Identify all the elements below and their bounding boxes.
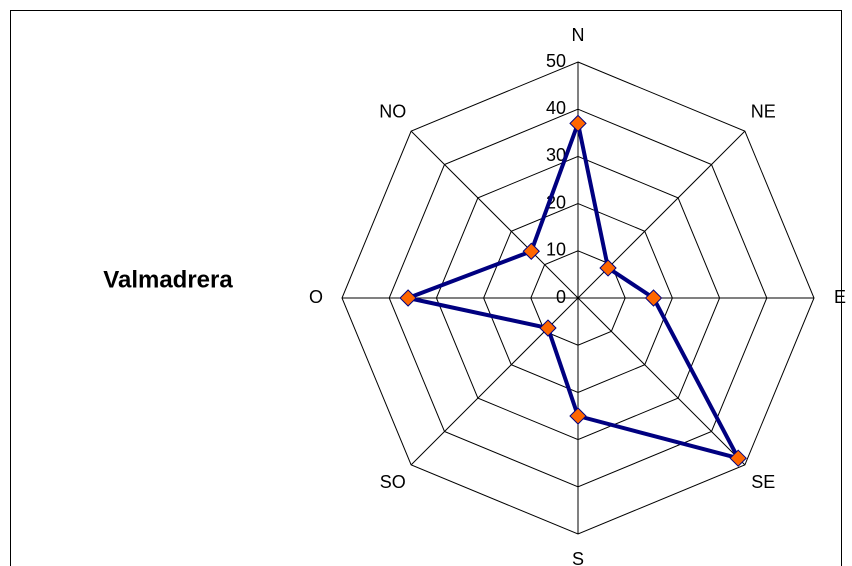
data-marker — [644, 289, 663, 307]
tick-label: 40 — [546, 98, 566, 118]
data-marker — [729, 449, 747, 467]
category-label: SE — [751, 472, 775, 492]
category-label: S — [572, 549, 584, 566]
category-label: N — [572, 25, 585, 45]
tick-label: 10 — [546, 240, 566, 260]
tick-label: 0 — [556, 287, 566, 307]
tick-label: 30 — [546, 145, 566, 165]
category-label: SO — [380, 472, 406, 492]
spoke — [410, 130, 579, 299]
spoke — [577, 297, 746, 466]
category-label: NE — [751, 101, 776, 121]
tick-label: 50 — [546, 51, 566, 71]
category-label: O — [309, 287, 323, 307]
data-marker — [569, 407, 587, 425]
data-marker — [399, 289, 417, 307]
data-marker — [569, 114, 587, 133]
chart-frame — [10, 10, 842, 566]
data-marker — [539, 319, 557, 337]
chart-title: Valmadrera — [103, 266, 233, 293]
data-marker — [599, 259, 617, 277]
category-label: NO — [379, 101, 406, 121]
data-marker — [522, 242, 540, 260]
category-label: E — [834, 287, 846, 307]
